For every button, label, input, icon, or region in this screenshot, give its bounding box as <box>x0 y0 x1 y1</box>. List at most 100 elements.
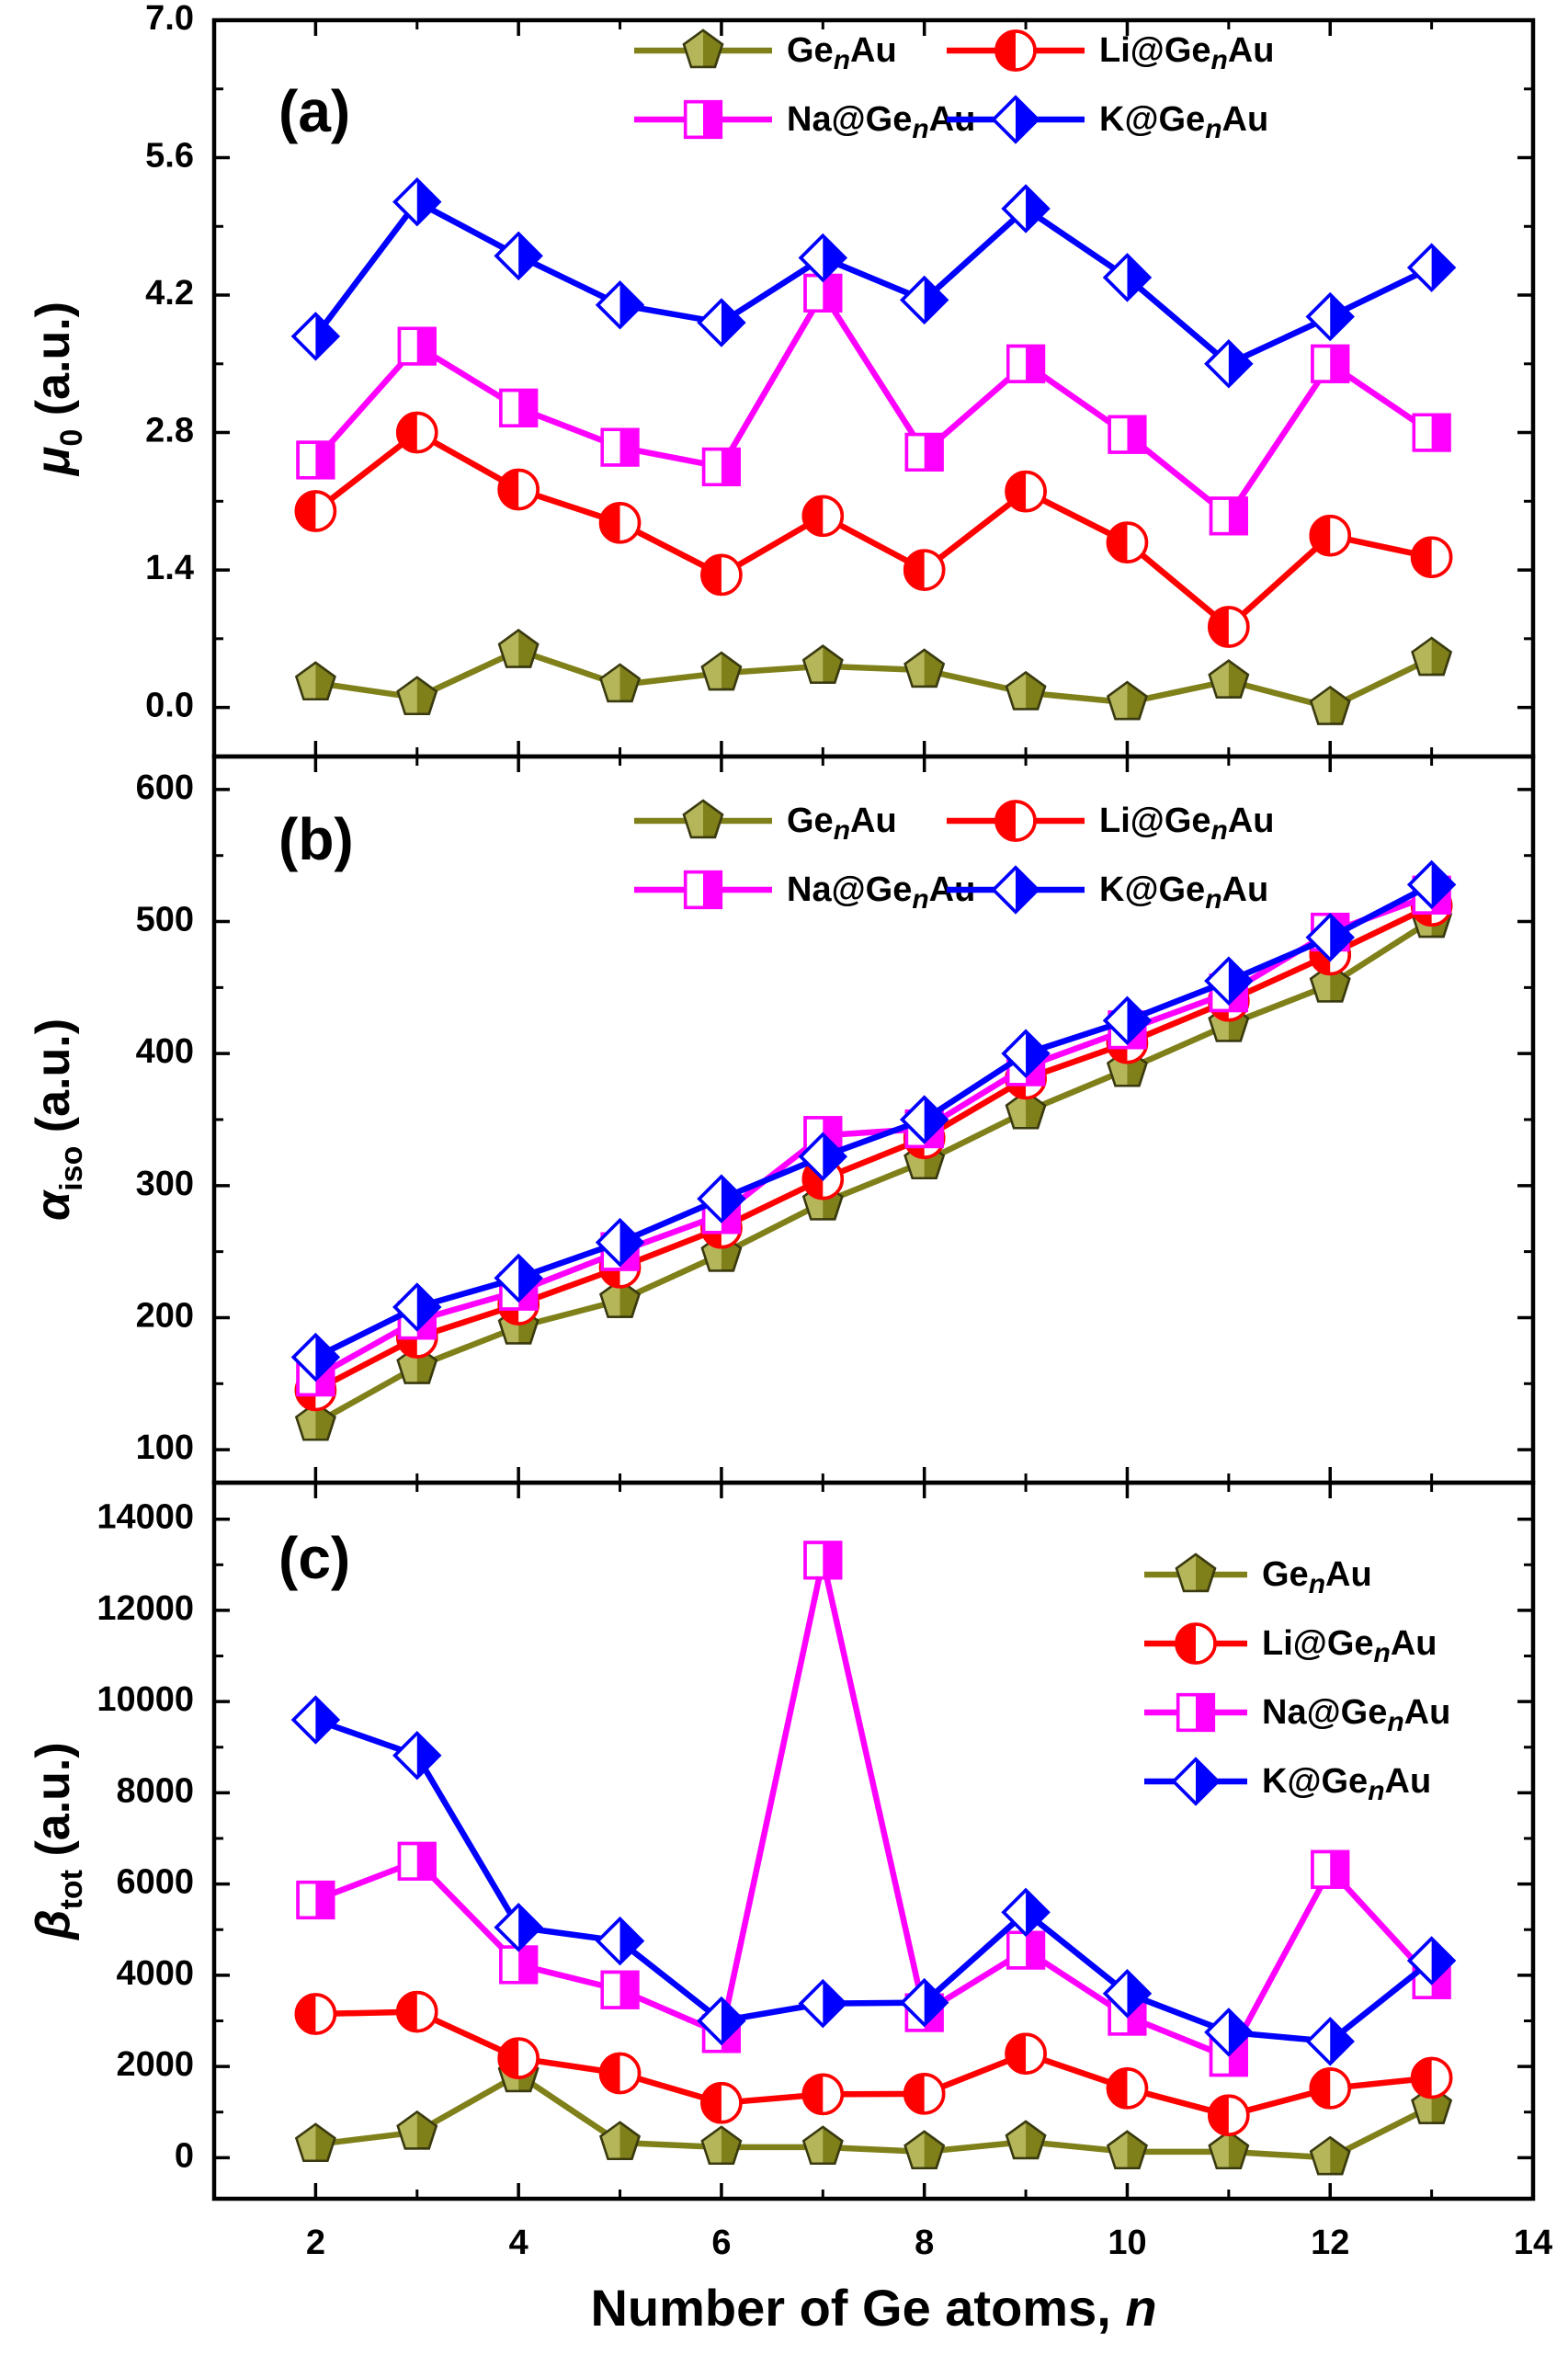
y-tick-label: 500 <box>136 901 194 939</box>
data-point <box>900 1978 949 2028</box>
data-point <box>900 275 949 325</box>
panel-a: 0.0 1.4 2.8 4.2 5.6 7.0 μ0 (a.u.) (a) GenAu Li@Ge… <box>27 0 1536 759</box>
data-point <box>1106 521 1149 563</box>
y-tick-label: 5.6 <box>145 137 194 176</box>
data-point <box>1309 2067 1351 2110</box>
data-point <box>396 676 438 716</box>
y-tick-label: 4.2 <box>145 274 194 313</box>
series-genau <box>294 629 1453 725</box>
data-point <box>1309 2135 1351 2176</box>
y-tick-label: 14000 <box>97 1498 194 1537</box>
legend-item: GenAu <box>634 799 897 846</box>
data-point <box>700 2082 743 2124</box>
x-tick-label: 4 <box>509 2224 528 2262</box>
legend-marker <box>1176 1692 1216 1733</box>
data-point <box>294 1993 337 2035</box>
legend-label: K@GenAu <box>1099 100 1268 144</box>
x-tick-label: 8 <box>915 2224 934 2262</box>
data-point <box>903 648 946 688</box>
data-point <box>1305 2017 1355 2066</box>
y-tick-label: 0 <box>175 2136 194 2175</box>
data-point <box>1208 2094 1250 2136</box>
data-point <box>1102 253 1153 302</box>
data-point <box>1005 470 1047 513</box>
data-point <box>801 2125 844 2166</box>
data-point <box>1005 2120 1047 2160</box>
data-point <box>294 661 336 700</box>
data-point <box>396 1990 438 2033</box>
data-point <box>1412 413 1451 452</box>
series-na-at-genau <box>296 273 1451 536</box>
data-point <box>1406 1936 1457 1985</box>
data-point <box>598 502 642 544</box>
data-point <box>904 432 944 472</box>
legend-item: Na@GenAu <box>634 99 975 144</box>
data-point <box>697 1996 746 2046</box>
data-point <box>1001 1029 1051 1078</box>
data-point <box>595 280 645 330</box>
data-point <box>1204 2008 1254 2057</box>
data-point <box>290 1695 341 1745</box>
legend-label: Li@GenAu <box>1262 1624 1437 1668</box>
series-na-at-genau <box>296 1541 1451 2077</box>
data-point <box>1208 2130 1250 2169</box>
legend-marker <box>683 99 723 140</box>
data-point <box>1005 670 1047 711</box>
series-k-at-genau <box>290 176 1457 389</box>
data-point <box>595 1917 645 1966</box>
series-line <box>312 199 1434 368</box>
legend-item: GenAu <box>634 28 897 75</box>
panel-label: (a) <box>278 78 350 144</box>
data-point <box>497 2037 540 2079</box>
data-point <box>1107 2130 1148 2169</box>
data-point <box>903 2130 946 2169</box>
x-axis-title: Number of Ge atoms, n <box>590 2279 1156 2337</box>
series-line <box>313 882 1434 1360</box>
data-point <box>1309 686 1351 725</box>
x-tick-label: 12 <box>1311 2224 1349 2262</box>
legend-label: Na@GenAu <box>787 100 975 144</box>
y-tick-label: 10000 <box>97 1680 194 1719</box>
data-point <box>1410 536 1453 578</box>
data-point <box>290 1332 341 1382</box>
data-point <box>1406 859 1457 909</box>
data-point <box>1204 339 1254 389</box>
data-point <box>598 2052 642 2095</box>
data-point <box>803 273 843 313</box>
series-line <box>313 917 1434 1427</box>
data-point <box>701 447 741 487</box>
data-point <box>1108 415 1147 454</box>
data-point <box>599 2121 641 2161</box>
data-point <box>1309 514 1351 557</box>
data-point <box>599 1279 641 1318</box>
data-point <box>1102 995 1153 1045</box>
legend-marker <box>683 870 723 910</box>
data-point <box>1305 913 1355 962</box>
data-point <box>801 2073 845 2116</box>
legend-item: K@GenAu <box>947 865 1268 915</box>
series-genau <box>294 2053 1453 2176</box>
y-tick-label: 6000 <box>116 1863 194 1902</box>
series-line <box>313 903 1434 1394</box>
data-point <box>294 2122 336 2163</box>
legend: GenAu Li@GenAu Na@GenAu K@GenAu <box>634 799 1275 915</box>
legend-label: Li@GenAu <box>1099 802 1275 846</box>
data-point <box>595 1217 645 1268</box>
legend-marker <box>1175 1553 1217 1593</box>
legend-item: Li@GenAu <box>947 29 1275 75</box>
y-tick-label: 2.8 <box>145 412 194 450</box>
data-point <box>396 2110 438 2150</box>
x-tick-label: 2 <box>306 2224 325 2262</box>
y-tick-label: 100 <box>136 1428 194 1467</box>
data-point <box>700 553 743 597</box>
legend-item: Na@GenAu <box>634 870 975 915</box>
data-point <box>1305 291 1355 342</box>
data-point <box>801 644 844 684</box>
panel-b: 100 200 300 400 500 600 αiso (a.u.) (b) GenAu Li@… <box>27 754 1536 1485</box>
data-point <box>1006 344 1046 383</box>
data-point <box>296 1880 335 1920</box>
y-axis-title: βtot (a.u.) <box>27 1742 89 1940</box>
x-tick-label: 6 <box>711 2224 731 2262</box>
legend-label: K@GenAu <box>1099 870 1268 915</box>
